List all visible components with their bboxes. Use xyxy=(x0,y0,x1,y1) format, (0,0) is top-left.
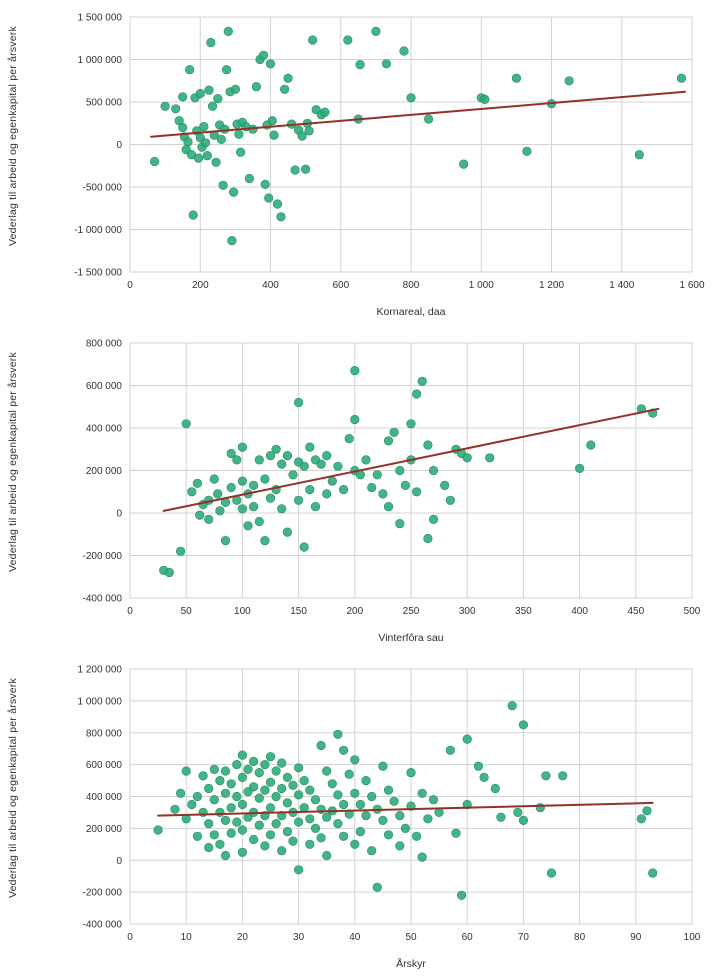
svg-text:450: 450 xyxy=(627,606,644,617)
svg-text:-500 000: -500 000 xyxy=(83,183,123,194)
svg-text:500 000: 500 000 xyxy=(86,98,123,109)
svg-text:1 500 000: 1 500 000 xyxy=(78,13,123,24)
svg-text:70: 70 xyxy=(518,932,530,943)
svg-text:500: 500 xyxy=(684,606,701,617)
scatter-plot-vinterfora-sau: 800 000 600 000 400 000 200 000 0 -200 000 -40… xyxy=(83,339,701,618)
x-axis-title: Årskyr xyxy=(396,958,426,970)
svg-text:0: 0 xyxy=(116,509,122,520)
svg-text:150: 150 xyxy=(290,606,307,617)
svg-text:30: 30 xyxy=(293,932,305,943)
svg-text:800 000: 800 000 xyxy=(86,339,123,350)
y-axis-title: Vederlag til arbeid og egenkapital per å… xyxy=(7,26,19,246)
svg-text:20: 20 xyxy=(237,932,249,943)
svg-text:400: 400 xyxy=(571,606,588,617)
svg-text:-1 500 000: -1 500 000 xyxy=(74,268,122,279)
svg-text:1 400: 1 400 xyxy=(609,280,634,291)
svg-text:-1 000 000: -1 000 000 xyxy=(74,225,122,236)
svg-text:600 000: 600 000 xyxy=(86,381,123,392)
svg-text:400 000: 400 000 xyxy=(86,792,123,803)
svg-text:800 000: 800 000 xyxy=(86,728,123,739)
svg-text:200 000: 200 000 xyxy=(86,824,123,835)
x-axis-title: Kornareal, daa xyxy=(376,306,446,318)
svg-text:200 000: 200 000 xyxy=(86,466,123,477)
svg-text:50: 50 xyxy=(181,606,193,617)
svg-text:-400 000: -400 000 xyxy=(83,920,123,931)
y-axis-title: Vederlag til arbeid og egenkapital per å… xyxy=(7,678,19,898)
svg-text:0: 0 xyxy=(127,280,133,291)
svg-text:600: 600 xyxy=(332,280,349,291)
scatter-chart-arskyr: 1 200 000 1 000 000 800 000 600 000 400 000 2… xyxy=(0,653,719,979)
svg-text:400: 400 xyxy=(262,280,279,291)
svg-text:-400 000: -400 000 xyxy=(83,594,123,605)
svg-text:250: 250 xyxy=(403,606,420,617)
svg-text:1 200: 1 200 xyxy=(539,280,564,291)
svg-text:80: 80 xyxy=(574,932,586,943)
svg-text:600 000: 600 000 xyxy=(86,760,123,771)
svg-text:50: 50 xyxy=(405,932,417,943)
svg-text:100: 100 xyxy=(234,606,251,617)
y-axis-title: Vederlag til arbeid og egenkapital per å… xyxy=(7,352,19,572)
svg-text:1 000 000: 1 000 000 xyxy=(78,55,123,66)
svg-text:200: 200 xyxy=(192,280,209,291)
x-axis-title: Vinterfôra sau xyxy=(378,632,444,644)
svg-text:400 000: 400 000 xyxy=(86,424,123,435)
svg-text:-200 000: -200 000 xyxy=(83,551,123,562)
svg-text:0: 0 xyxy=(127,932,133,943)
svg-text:0: 0 xyxy=(116,856,122,867)
scatter-chart-kornareal: 1 500 000 1 000 000 500 000 0 -500 000 -1 000… xyxy=(0,1,719,327)
svg-text:100: 100 xyxy=(684,932,701,943)
svg-text:90: 90 xyxy=(630,932,642,943)
svg-text:0: 0 xyxy=(127,606,133,617)
scatter-plot-arskyr: 1 200 000 1 000 000 800 000 600 000 400 000 2… xyxy=(78,665,701,944)
svg-text:1 600: 1 600 xyxy=(679,280,704,291)
svg-text:800: 800 xyxy=(403,280,420,291)
svg-text:1 200 000: 1 200 000 xyxy=(78,665,123,676)
svg-text:60: 60 xyxy=(462,932,474,943)
svg-text:10: 10 xyxy=(181,932,193,943)
svg-text:40: 40 xyxy=(349,932,361,943)
scatter-chart-vinterfora-sau: 800 000 600 000 400 000 200 000 0 -200 000 -40… xyxy=(0,327,719,653)
svg-text:300: 300 xyxy=(459,606,476,617)
svg-text:1 000: 1 000 xyxy=(469,280,494,291)
scatter-plot-kornareal: 1 500 000 1 000 000 500 000 0 -500 000 -1 000… xyxy=(74,13,705,292)
svg-text:200: 200 xyxy=(346,606,363,617)
svg-text:1 000 000: 1 000 000 xyxy=(78,696,123,707)
svg-text:-200 000: -200 000 xyxy=(83,888,123,899)
svg-text:350: 350 xyxy=(515,606,532,617)
svg-text:0: 0 xyxy=(116,140,122,151)
